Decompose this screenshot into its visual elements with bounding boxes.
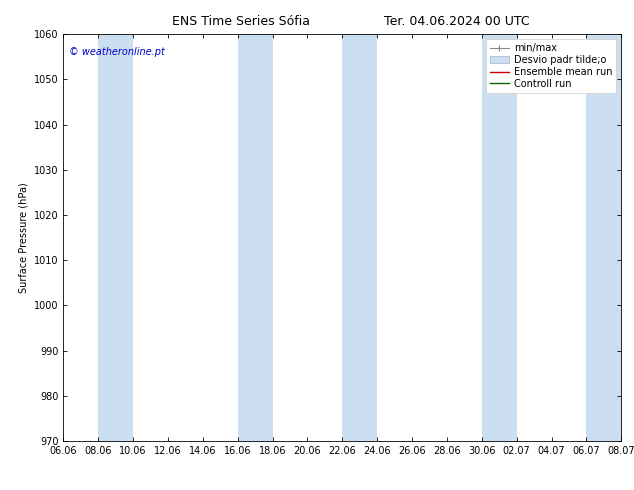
- Text: ENS Time Series Sófia: ENS Time Series Sófia: [172, 15, 310, 28]
- Y-axis label: Surface Pressure (hPa): Surface Pressure (hPa): [18, 182, 29, 293]
- Legend: min/max, Desvio padr tilde;o, Ensemble mean run, Controll run: min/max, Desvio padr tilde;o, Ensemble m…: [486, 39, 616, 93]
- Bar: [98, 34, 133, 441]
- Text: Ter. 04.06.2024 00 UTC: Ter. 04.06.2024 00 UTC: [384, 15, 529, 28]
- Text: © weatheronline.pt: © weatheronline.pt: [69, 47, 165, 56]
- Bar: [482, 34, 517, 441]
- Bar: [586, 34, 621, 441]
- Bar: [342, 34, 377, 441]
- Bar: [238, 34, 273, 441]
